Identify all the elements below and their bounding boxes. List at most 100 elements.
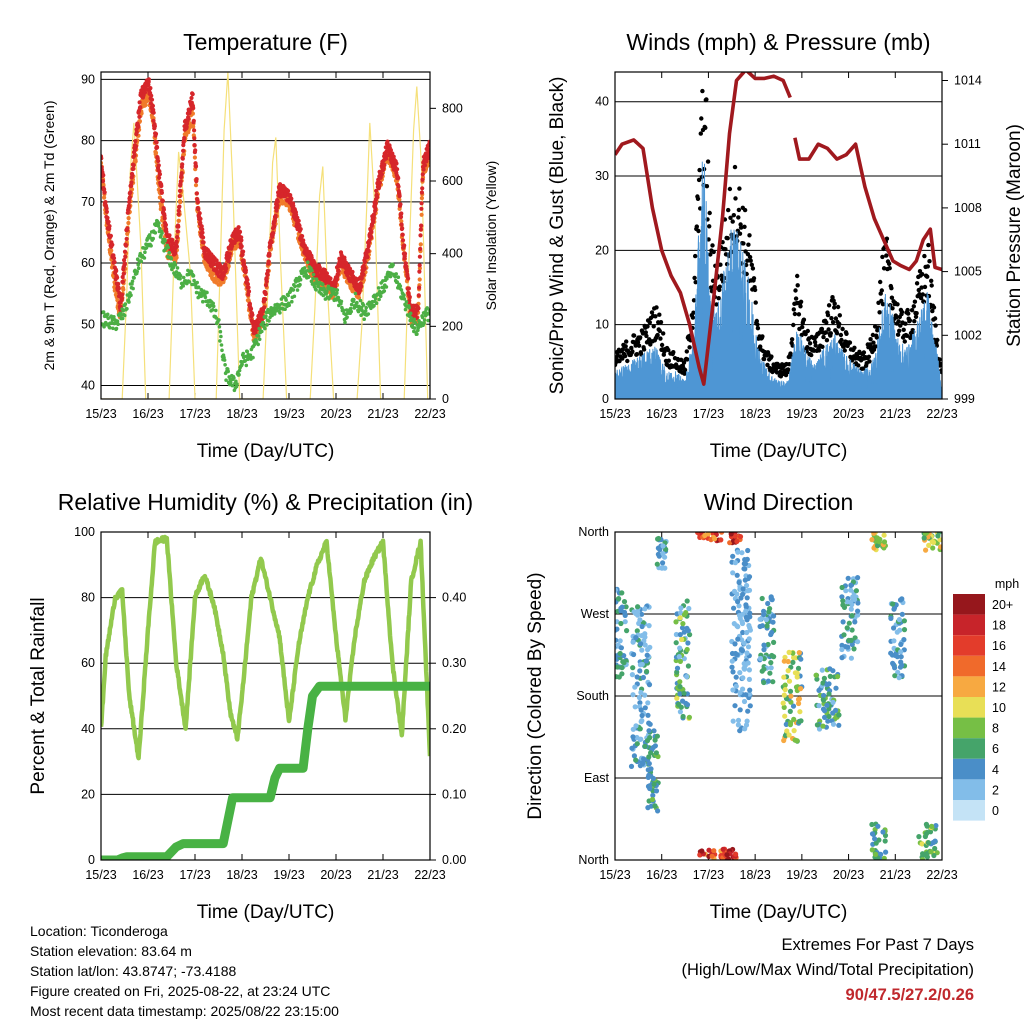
gust-point <box>682 371 687 376</box>
gust-point <box>842 348 847 353</box>
gust-point <box>666 358 671 363</box>
dewpoint-point <box>352 297 356 302</box>
gust-point <box>708 252 713 257</box>
dewpoint-point <box>166 245 170 250</box>
legend-label: 6 <box>992 742 999 756</box>
legend-label: 8 <box>992 722 999 736</box>
temperature-point <box>359 284 364 289</box>
gust-point <box>861 350 867 355</box>
temperature-point <box>403 261 408 266</box>
temperature-point <box>191 106 196 111</box>
gust-point <box>659 342 665 348</box>
direction-point <box>617 638 623 644</box>
dewpoint-point <box>129 293 133 298</box>
plot-frame <box>614 531 943 861</box>
temperature-point <box>170 237 175 242</box>
direction-point <box>642 743 648 749</box>
dewpoint-point <box>160 231 164 235</box>
dewpoint-point <box>167 250 171 255</box>
direction-point <box>798 656 804 662</box>
gust-point <box>912 319 917 324</box>
direction-point <box>782 687 788 693</box>
dewpoint-point <box>345 315 349 320</box>
legend-label: 16 <box>992 639 1006 653</box>
figure-created: Figure created on Fri, 2025-08-22, at 23… <box>30 983 331 999</box>
gust-point <box>620 356 625 361</box>
temperature-point <box>419 212 424 217</box>
direction-point <box>740 586 746 592</box>
dewpoint-point <box>309 279 314 284</box>
direction-point <box>853 588 860 594</box>
gust-point <box>874 335 879 340</box>
direction-point <box>621 599 628 605</box>
temperature-point <box>199 224 204 229</box>
y2-tick-label: 1014 <box>954 73 982 87</box>
gust-point <box>913 314 919 319</box>
gust-point <box>832 301 837 306</box>
temperature-point <box>399 222 404 227</box>
gust-point <box>925 274 930 279</box>
temperature-point <box>223 262 228 267</box>
dewpoint-point <box>304 273 309 277</box>
direction-point <box>686 714 693 720</box>
direction-point <box>645 767 651 773</box>
temperature-point <box>157 195 162 200</box>
temperature-point <box>119 296 124 301</box>
direction-point <box>677 684 683 690</box>
dewpoint-point <box>394 272 399 276</box>
temperature-point <box>116 281 121 286</box>
direction-point <box>743 614 749 621</box>
temperature-point <box>126 203 131 208</box>
direction-point <box>730 687 736 693</box>
dewpoint-point <box>149 244 153 248</box>
temperature-point <box>167 233 172 238</box>
dewpoint-point <box>132 276 136 280</box>
temperature-point <box>361 272 366 277</box>
gust-point <box>631 333 637 338</box>
gust-point <box>678 357 684 362</box>
direction-point <box>898 641 904 648</box>
temperature-point <box>190 111 195 116</box>
dewpoint-point <box>218 339 222 343</box>
gust-point <box>800 324 805 330</box>
direction-point <box>718 537 724 543</box>
direction-point <box>647 721 653 727</box>
temperature-point <box>263 291 268 297</box>
temperature-point <box>241 258 246 263</box>
gust-point <box>807 341 813 346</box>
dewpoint-point <box>415 332 419 336</box>
gust-point <box>710 243 715 248</box>
temperature-point <box>369 234 374 239</box>
gust-point <box>889 286 894 291</box>
direction-point <box>638 641 644 647</box>
panel-2: Winds (mph) & Pressure (mb)15/23 16/23 17/… <box>547 29 1024 462</box>
temperature-point <box>198 216 203 221</box>
gust-point <box>745 258 750 263</box>
direction-point <box>644 668 650 675</box>
direction-point <box>883 849 889 855</box>
dewpoint-point <box>116 322 120 327</box>
dewpoint-point <box>108 325 112 330</box>
temperature-point <box>133 159 138 164</box>
gust-point <box>828 331 833 336</box>
direction-point <box>645 700 651 706</box>
direction-point <box>935 533 941 539</box>
x-tick-label: 20/23 <box>320 407 351 421</box>
y-tick-label: East <box>584 771 610 785</box>
series-group <box>615 72 942 399</box>
direction-point <box>630 734 636 740</box>
temperature-point <box>157 175 162 180</box>
temperature-point <box>396 176 401 181</box>
dewpoint-point <box>278 311 282 315</box>
series-gust <box>615 88 942 379</box>
dewpoint-point <box>378 294 383 299</box>
temperature-point <box>159 190 164 195</box>
direction-point <box>791 728 797 734</box>
temperature-point <box>102 190 107 195</box>
direction-point <box>653 788 660 794</box>
dewpoint-point <box>101 310 106 314</box>
direction-point <box>922 532 929 537</box>
temperature-point <box>126 220 131 226</box>
y2-tick-label: 1011 <box>954 137 981 151</box>
